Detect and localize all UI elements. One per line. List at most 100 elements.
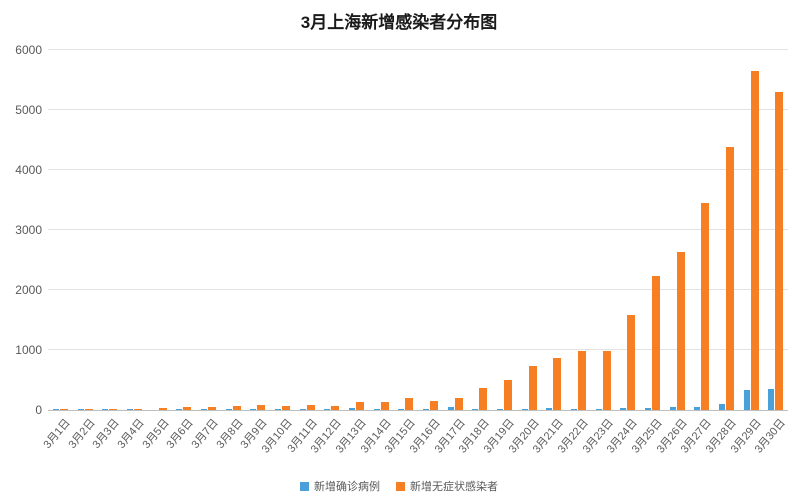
bar-group: 3月8日: [214, 50, 246, 451]
bar-confirmed[interactable]: [768, 388, 775, 410]
bar-confirmed[interactable]: [324, 409, 331, 410]
bars-container: 3月1日 3月2日 3月3日 3月4日 3月5日 3月6日 3月7日 3月8日 3月9日 3月10…: [42, 50, 788, 456]
bar-group: 3月2日: [66, 50, 97, 451]
y-axis-tick-label: 1000: [15, 343, 42, 357]
bar-asymptomatic[interactable]: [676, 252, 685, 410]
bar-group: 3月20日: [506, 50, 542, 456]
bar-confirmed[interactable]: [274, 409, 281, 410]
bar-confirmed[interactable]: [176, 409, 183, 410]
bar-asymptomatic[interactable]: [380, 402, 389, 410]
bar-confirmed[interactable]: [126, 409, 133, 410]
bar-asymptomatic[interactable]: [429, 401, 438, 410]
bar-confirmed[interactable]: [348, 407, 355, 410]
bar-confirmed[interactable]: [644, 407, 651, 410]
bar-group: 3月16日: [408, 50, 443, 456]
bar-group: 3月6日: [165, 50, 196, 451]
y-axis-tick-label: 5000: [15, 103, 42, 117]
bar-asymptomatic[interactable]: [158, 408, 167, 410]
bar-group: 3月21日: [531, 50, 566, 456]
bar-asymptomatic[interactable]: [133, 409, 142, 410]
bar-group: 3月22日: [556, 50, 591, 456]
bar-confirmed[interactable]: [200, 409, 207, 410]
gridline: [48, 169, 788, 170]
bar-asymptomatic[interactable]: [651, 276, 660, 410]
bar-group: 3月25日: [630, 50, 665, 456]
bar-group: 3月23日: [580, 50, 616, 456]
plot-area: 0 1000 2000 3000 4000 5000 6000 3月1日 3月2日 3月3日 3月…: [15, 43, 788, 456]
gridline: [48, 289, 788, 290]
bar-confirmed[interactable]: [718, 404, 725, 410]
bar-asymptomatic[interactable]: [528, 365, 537, 410]
bar-asymptomatic[interactable]: [84, 409, 93, 410]
bar-confirmed[interactable]: [102, 409, 109, 410]
bar-asymptomatic[interactable]: [355, 402, 364, 410]
bar-confirmed[interactable]: [77, 409, 84, 410]
bar-asymptomatic[interactable]: [701, 203, 710, 410]
bar-confirmed[interactable]: [472, 409, 479, 410]
y-axis-tick-label: 4000: [15, 163, 42, 177]
chart-title: 3月上海新增感染者分布图: [300, 13, 498, 32]
bar-group: 3月24日: [605, 50, 640, 456]
legend-item-confirmed: 新增确诊病例: [300, 478, 380, 494]
bar-confirmed[interactable]: [595, 409, 602, 410]
bar-confirmed[interactable]: [620, 408, 627, 410]
bar-group: 3月27日: [679, 50, 714, 456]
bar-asymptomatic[interactable]: [281, 406, 290, 410]
bar-group: 3月12日: [309, 50, 344, 456]
bar-asymptomatic[interactable]: [207, 406, 216, 410]
bar-asymptomatic[interactable]: [503, 380, 512, 410]
bar-asymptomatic[interactable]: [627, 315, 636, 410]
bar-asymptomatic[interactable]: [750, 70, 759, 410]
bar-group: 3月1日: [42, 50, 73, 451]
bar-asymptomatic[interactable]: [553, 358, 562, 410]
bar-confirmed[interactable]: [225, 409, 232, 410]
y-axis-tick-label: 3000: [15, 223, 42, 237]
bar-group: 3月18日: [457, 50, 492, 456]
bar-asymptomatic[interactable]: [454, 397, 463, 410]
bar-confirmed[interactable]: [447, 406, 454, 410]
bar-group: 3月17日: [432, 50, 468, 456]
bar-asymptomatic[interactable]: [775, 92, 784, 410]
bar-asymptomatic[interactable]: [59, 409, 68, 410]
bar-confirmed[interactable]: [299, 409, 306, 410]
legend-label-confirmed: 新增确诊病例: [314, 481, 380, 493]
bar-asymptomatic[interactable]: [405, 398, 414, 410]
bar-asymptomatic[interactable]: [109, 409, 118, 410]
bar-group: 3月29日: [728, 50, 764, 456]
bar-asymptomatic[interactable]: [602, 351, 611, 410]
bar-asymptomatic[interactable]: [257, 405, 266, 410]
bar-group: 3月4日: [116, 50, 147, 451]
bar-confirmed[interactable]: [694, 407, 701, 410]
bar-confirmed[interactable]: [398, 409, 405, 410]
bar-confirmed[interactable]: [373, 409, 380, 410]
x-axis-label: 3月4日: [115, 416, 147, 451]
bar-asymptomatic[interactable]: [306, 405, 315, 410]
bar-confirmed[interactable]: [570, 409, 577, 410]
bar-confirmed[interactable]: [250, 409, 257, 410]
bar-group: 3月10日: [260, 50, 295, 456]
bar-group: 3月28日: [704, 50, 739, 456]
bar-confirmed[interactable]: [521, 408, 528, 410]
bar-asymptomatic[interactable]: [725, 147, 734, 410]
y-axis-tick-label: 2000: [15, 283, 42, 297]
legend-swatch-confirmed: [300, 481, 309, 491]
bar-asymptomatic[interactable]: [331, 406, 340, 410]
bar-asymptomatic[interactable]: [232, 406, 241, 410]
bar-confirmed[interactable]: [52, 409, 59, 410]
bar-group: 3月5日: [140, 50, 172, 451]
bar-confirmed[interactable]: [546, 408, 553, 410]
bar-confirmed[interactable]: [743, 390, 750, 410]
bar-asymptomatic[interactable]: [183, 407, 192, 410]
bar-asymptomatic[interactable]: [577, 351, 586, 410]
x-axis-label: 3月7日: [189, 416, 221, 451]
legend-swatch-asymptomatic: [396, 481, 405, 491]
y-axis-tick-label: 6000: [15, 43, 42, 57]
bar-group: 3月13日: [334, 50, 369, 456]
bar-confirmed[interactable]: [496, 408, 503, 410]
y-axis-labels: 0 1000 2000 3000 4000 5000 6000: [2, 43, 42, 417]
legend-item-asymptomatic: 新增无症状感染者: [396, 478, 498, 494]
bar-confirmed[interactable]: [669, 407, 676, 410]
bar-asymptomatic[interactable]: [479, 388, 488, 410]
bar-confirmed[interactable]: [422, 409, 429, 410]
